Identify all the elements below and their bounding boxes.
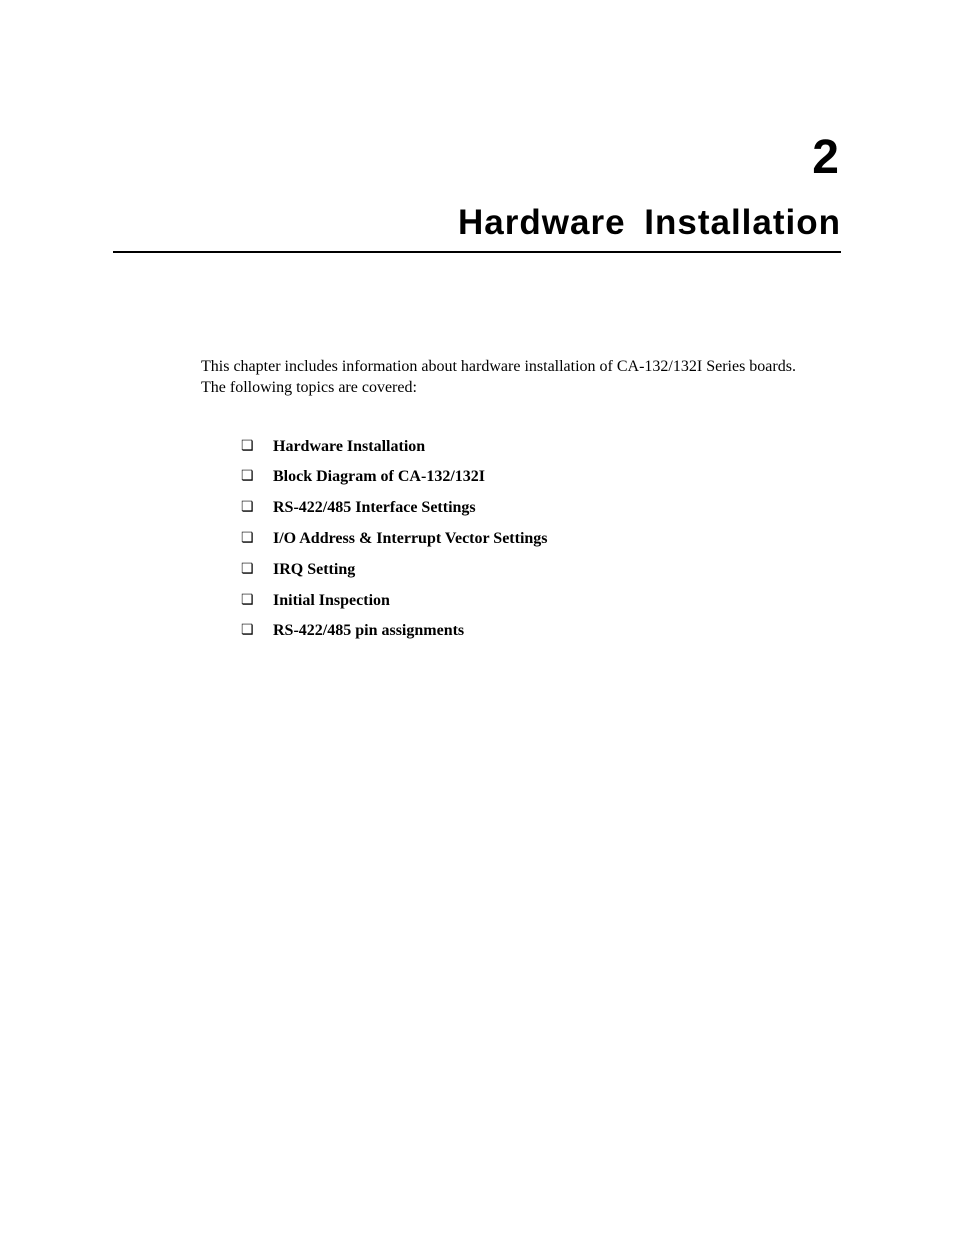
- chapter-number: 2: [113, 130, 841, 185]
- content-area: This chapter includes information about …: [113, 357, 841, 642]
- document-page: 2 Hardware Installation This chapter inc…: [0, 0, 954, 642]
- topic-item: Initial Inspection: [241, 591, 811, 612]
- topic-item: I/O Address & Interrupt Vector Settings: [241, 529, 811, 550]
- topic-item: RS-422/485 Interface Settings: [241, 498, 811, 519]
- chapter-title: Hardware Installation: [113, 203, 841, 253]
- topic-item: RS-422/485 pin assignments: [241, 621, 811, 642]
- topic-item: Block Diagram of CA-132/132I: [241, 467, 811, 488]
- topic-item: IRQ Setting: [241, 560, 811, 581]
- intro-paragraph: This chapter includes information about …: [201, 357, 811, 399]
- topic-item: Hardware Installation: [241, 437, 811, 458]
- topics-list: Hardware Installation Block Diagram of C…: [201, 437, 811, 643]
